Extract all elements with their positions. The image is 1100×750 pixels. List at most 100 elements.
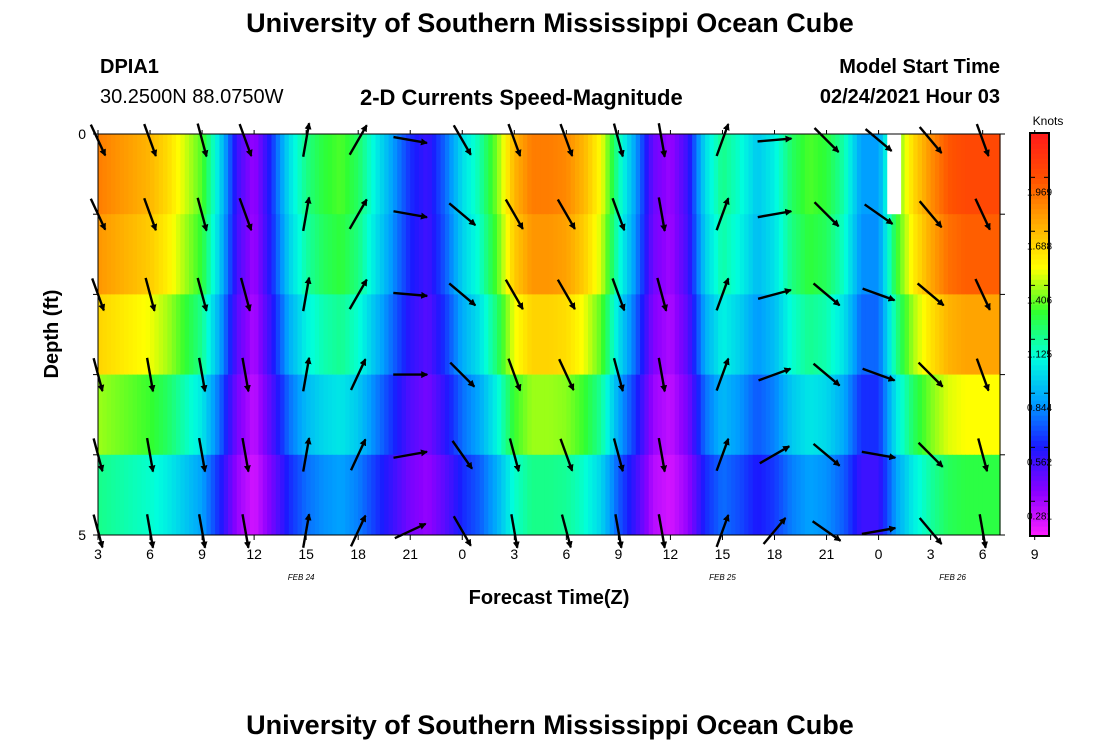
colorbar-swatch	[1030, 384, 1049, 391]
heatmap-cell	[614, 134, 619, 215]
heatmap-cell	[544, 454, 550, 536]
heatmap-cell	[332, 214, 338, 295]
heatmap-cell	[163, 374, 168, 456]
heatmap-cell	[340, 374, 346, 456]
heatmap-cell	[878, 134, 884, 215]
heatmap	[98, 134, 1001, 536]
heatmap-cell	[713, 134, 719, 215]
heatmap-cell	[683, 454, 689, 536]
heatmap-cell	[856, 454, 862, 536]
heatmap-cell	[735, 294, 741, 375]
current-vector	[861, 450, 897, 461]
heatmap-cell	[787, 214, 793, 295]
heatmap-cell	[314, 134, 320, 215]
heatmap-cell	[392, 214, 398, 295]
heatmap-cell	[267, 374, 273, 456]
heatmap-cell	[496, 214, 502, 295]
heatmap-cell	[670, 374, 676, 456]
heatmap-cell	[653, 294, 659, 375]
heatmap-cell	[431, 294, 437, 375]
colorbar-swatch	[1030, 279, 1049, 285]
heatmap-cell	[115, 374, 121, 456]
heatmap-cell	[522, 454, 528, 536]
heatmap-cell	[640, 134, 646, 215]
heatmap-cell	[258, 134, 264, 215]
heatmap-cell	[310, 374, 316, 456]
heatmap-cell	[995, 134, 1001, 215]
heatmap-cell	[752, 214, 758, 295]
heatmap-cell	[804, 134, 810, 215]
heatmap-cell	[319, 454, 325, 536]
heatmap-cell	[700, 134, 706, 215]
heatmap-cell	[453, 454, 459, 536]
heatmap-cell	[449, 214, 455, 295]
heatmap-cell	[878, 454, 884, 536]
colorbar-swatch	[1030, 213, 1049, 220]
heatmap-cell	[800, 454, 806, 536]
heatmap-cell	[601, 134, 606, 215]
heatmap-cell	[414, 294, 420, 375]
heatmap-cell	[796, 374, 802, 456]
heatmap-cell	[826, 214, 832, 295]
heatmap-cell	[301, 294, 307, 375]
heatmap-cell	[605, 294, 611, 375]
heatmap-cell	[861, 214, 867, 295]
heatmap-cell	[102, 454, 108, 536]
heatmap-cell	[774, 134, 780, 215]
heatmap-cell	[384, 374, 390, 456]
heatmap-cell	[267, 134, 273, 215]
heatmap-cell	[839, 454, 845, 536]
colorbar-swatch	[1030, 299, 1049, 305]
heatmap-cell	[197, 214, 203, 295]
heatmap-cell	[232, 454, 238, 536]
heatmap-cell	[592, 294, 598, 375]
heatmap-cell	[731, 134, 737, 215]
heatmap-cell	[670, 134, 676, 215]
heatmap-cell	[986, 134, 992, 215]
current-vector	[917, 441, 944, 468]
x-tick-label: 18	[767, 546, 783, 562]
heatmap-cell	[917, 214, 923, 295]
heatmap-cell	[796, 294, 802, 375]
heatmap-cell	[171, 294, 177, 375]
heatmap-cell	[145, 294, 151, 375]
heatmap-cell	[557, 214, 563, 295]
heatmap-cell	[466, 214, 472, 295]
colorbar-swatch	[1030, 374, 1049, 381]
heatmap-cell	[960, 294, 966, 375]
heatmap-cell	[731, 374, 737, 456]
heatmap-cell	[488, 134, 494, 215]
colorbar-swatch	[1030, 450, 1049, 456]
colorbar-swatch	[1030, 344, 1049, 351]
heatmap-cell	[969, 454, 975, 536]
heatmap-cell	[640, 374, 646, 456]
heatmap-cell	[947, 294, 953, 375]
colorbar-swatch	[1030, 319, 1049, 326]
current-vector	[813, 127, 840, 153]
heatmap-cell	[787, 134, 793, 215]
heatmap-cell	[462, 374, 468, 456]
heatmap-cell	[254, 454, 260, 536]
heatmap-cell	[713, 454, 719, 536]
colorbar-swatch	[1030, 354, 1049, 361]
heatmap-cell	[505, 214, 511, 295]
heatmap-cell	[115, 214, 121, 295]
colorbar-swatch	[1030, 289, 1049, 295]
heatmap-cell	[588, 374, 593, 456]
heatmap-cell	[635, 214, 641, 295]
heatmap-cell	[761, 294, 767, 375]
heatmap-cell	[462, 134, 468, 215]
x-tick-label: 0	[458, 546, 466, 562]
heatmap-cell	[774, 294, 780, 375]
heatmap-cell	[154, 454, 160, 536]
heatmap-cell	[340, 294, 346, 375]
heatmap-cell	[219, 134, 225, 215]
heatmap-cell	[549, 214, 554, 295]
heatmap-cell	[423, 374, 429, 456]
heatmap-cell	[579, 374, 585, 456]
heatmap-cell	[345, 374, 351, 456]
heatmap-cell	[757, 374, 763, 456]
heatmap-cell	[297, 374, 303, 456]
heatmap-cell	[171, 214, 177, 295]
heatmap-cell	[882, 214, 888, 295]
